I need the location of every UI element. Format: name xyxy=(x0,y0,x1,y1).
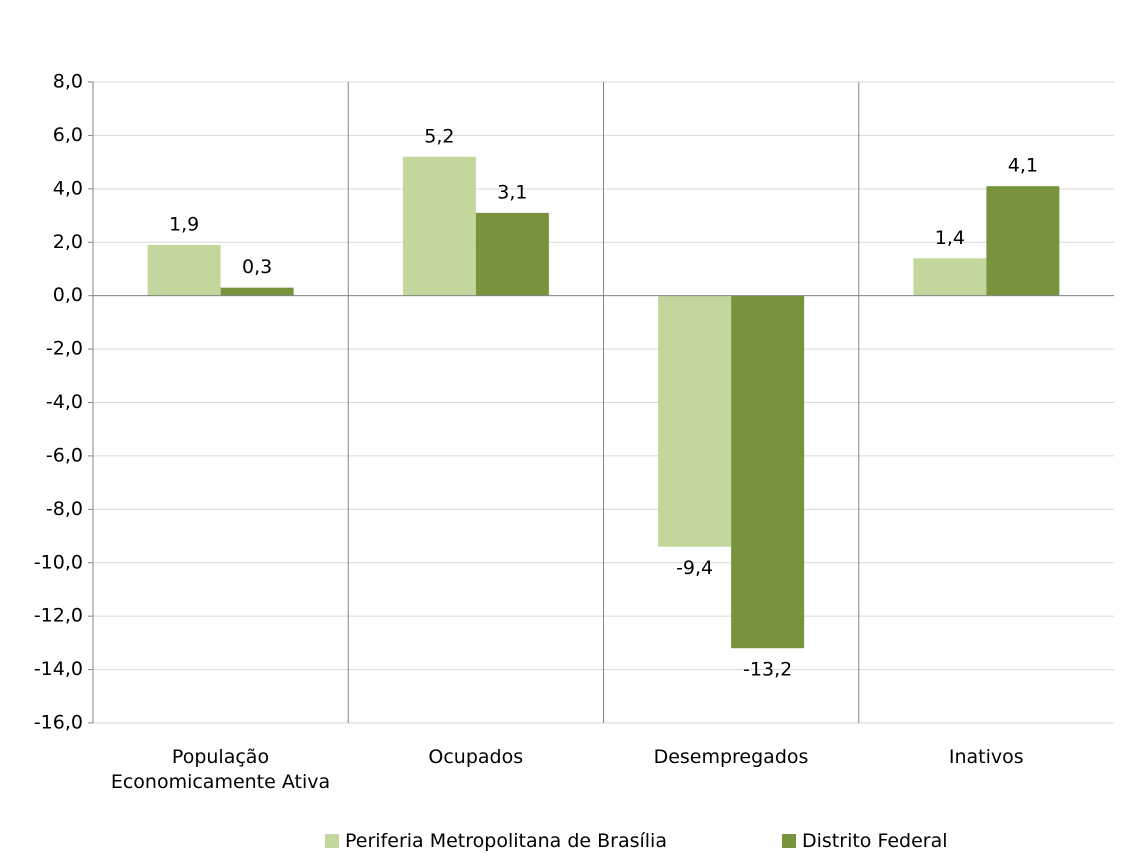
data-label: 5,2 xyxy=(424,125,454,147)
legend-swatch xyxy=(782,834,796,848)
y-tick-label: -10,0 xyxy=(34,551,83,573)
y-tick-label: -6,0 xyxy=(46,444,83,466)
y-tick-label: -4,0 xyxy=(46,391,83,413)
legend-item: Periferia Metropolitana de Brasília xyxy=(325,830,667,852)
data-label: -9,4 xyxy=(676,557,713,579)
legend-swatch xyxy=(325,834,339,848)
y-tick-label: 8,0 xyxy=(53,71,83,93)
data-label: -13,2 xyxy=(743,659,792,681)
y-tick-label: 0,0 xyxy=(53,284,83,306)
legend-label: Distrito Federal xyxy=(802,830,948,852)
y-tick-label: 2,0 xyxy=(53,231,83,253)
bar xyxy=(731,295,805,649)
bar xyxy=(658,295,732,547)
x-tick-label: Inativos xyxy=(948,746,1024,768)
bar xyxy=(986,186,1060,296)
bar xyxy=(475,212,549,296)
bar xyxy=(913,258,987,296)
legend-label: Periferia Metropolitana de Brasília xyxy=(345,830,667,852)
x-tick-label: Ocupados xyxy=(428,746,524,768)
data-label: 0,3 xyxy=(242,256,272,278)
bar xyxy=(402,156,476,296)
y-tick-label: -12,0 xyxy=(34,605,83,627)
data-label: 3,1 xyxy=(497,181,527,203)
y-tick-label: -14,0 xyxy=(34,658,83,680)
data-label: 1,4 xyxy=(935,227,965,249)
y-tick-label: -8,0 xyxy=(46,498,83,520)
bar xyxy=(220,287,294,296)
y-tick-label: 6,0 xyxy=(53,124,83,146)
y-tick-label: -2,0 xyxy=(46,338,83,360)
data-label: 1,9 xyxy=(169,213,199,235)
x-tick-label: Desempregados xyxy=(653,746,809,768)
data-label: 4,1 xyxy=(1008,155,1038,177)
legend-item: Distrito Federal xyxy=(782,830,948,852)
bar xyxy=(147,244,221,296)
x-tick-label: População Economicamente Ativa xyxy=(110,746,331,793)
y-tick-label: -16,0 xyxy=(34,712,83,734)
y-tick-label: 4,0 xyxy=(53,177,83,199)
